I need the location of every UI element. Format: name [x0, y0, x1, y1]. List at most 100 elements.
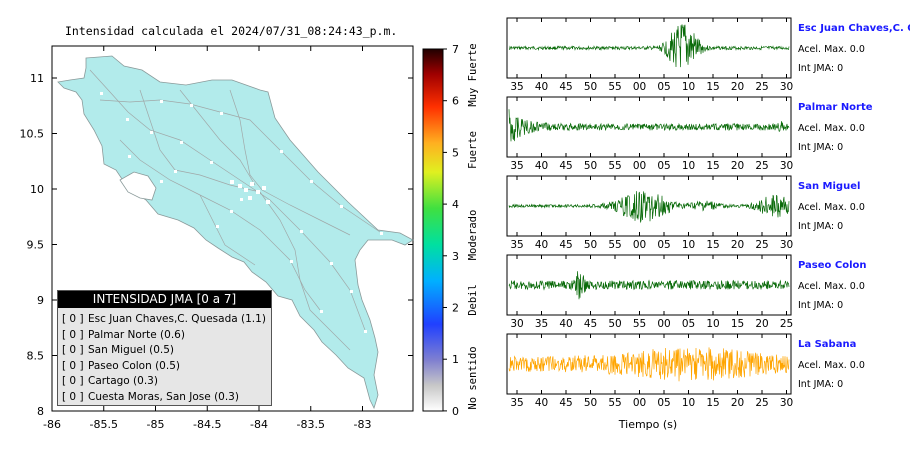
waveform-tick-label: 10 — [682, 160, 695, 172]
colorbar-tick-label: 7 — [452, 43, 459, 56]
map-y-tick-label: 10 — [30, 183, 44, 196]
map-x-tick-label: -86 — [43, 418, 61, 431]
waveform-panel: 35 40 45 50 55 00 05 10 15 20 25 30 — [506, 333, 793, 409]
legend-list: [ 0 ] Esc Juan Chaves,C. Quesada (1.1)[ 0… — [58, 308, 271, 405]
waveform-tick-label: 50 — [584, 160, 597, 172]
map-y-tick-label: 9.5 — [27, 239, 45, 252]
colorbar-level-label: Fuerte — [467, 131, 479, 169]
waveform-frame — [506, 254, 792, 316]
waveform-tick-label: 35 — [510, 239, 523, 251]
waveform-tick-label: 40 — [535, 239, 548, 251]
waveform-tick-label: 20 — [755, 318, 768, 330]
waveform-panels: 35 40 45 50 55 00 05 10 15 20 25 30 35 40 45 50 55 00 05 10… — [506, 17, 793, 409]
waveform-tick-label: 25 — [755, 239, 768, 251]
legend-item: [ 0 ] Cuesta Moras, San Jose (0.3) — [62, 390, 271, 406]
colorbar-tick-label: 4 — [452, 198, 459, 211]
colorbar-level-label: No sentido — [467, 346, 479, 409]
map-y-tick-label: 9 — [37, 294, 44, 307]
waveform-trace — [508, 347, 790, 382]
station-name: San Miguel — [798, 181, 861, 192]
legend-item-index: [ 0 ] — [62, 359, 84, 372]
station-acel-max: Acel. Max. 0.0 — [798, 360, 865, 371]
map-y-axis: 11 10.5 10 9.5 9 8.5 8 — [20, 72, 413, 418]
waveform-tick-label: 05 — [657, 239, 670, 251]
legend-item: [ 0 ] San Miguel (0.5) — [62, 343, 271, 359]
map-x-axis: -86 -85.5 -85 -84.5 -84 -83.5 -83 — [43, 46, 371, 431]
waveform-tick-label: 45 — [559, 81, 572, 93]
nicoya-coast — [119, 171, 157, 201]
station-name: Esc Juan Chaves,C. Qu — [798, 23, 910, 34]
map-x-tick-label: -83.5 — [297, 418, 325, 431]
legend-item-label: Cartago (0.3) — [88, 375, 158, 387]
waveform-tick-label: 45 — [559, 160, 572, 172]
costa-rica-land — [57, 55, 414, 410]
waveform-tick-label: 35 — [510, 81, 523, 93]
waveform-tick-label: 00 — [633, 397, 646, 409]
waveform-tick-label: 00 — [633, 160, 646, 172]
waveform-tick-label: 50 — [584, 81, 597, 93]
map-y-tick-label: 10.5 — [20, 128, 45, 141]
waveform-tick-label: 45 — [559, 397, 572, 409]
legend-item: [ 0 ] Cartago (0.3) — [62, 374, 271, 390]
station-int-jma: Int JMA: 0 — [798, 379, 844, 390]
legend-item-label: Palmar Norte (0.6) — [88, 328, 185, 341]
waveform-tick-label: 00 — [657, 318, 670, 330]
waveform-tick-label: 30 — [780, 397, 793, 409]
map-y-tick-label: 8 — [37, 405, 44, 418]
legend-item-index: [ 0 ] — [62, 313, 84, 325]
waveform-tick-label: 35 — [535, 318, 548, 330]
waveform-tick-label: 55 — [633, 318, 646, 330]
waveform-tick-label: 20 — [731, 397, 744, 409]
waveform-tick-label: 20 — [731, 160, 744, 172]
waveform-tick-label: 05 — [657, 81, 670, 93]
legend-item-index: [ 0 ] — [62, 390, 84, 403]
map-x-tick-label: -84.5 — [193, 418, 221, 431]
waveform-tick-label: 50 — [608, 318, 621, 330]
colorbar-tick-label: 2 — [452, 302, 459, 315]
waveform-trace — [508, 271, 790, 300]
waveform-panel: 35 40 45 50 55 00 05 10 15 20 25 30 — [506, 175, 793, 251]
waveform-tick-label: 05 — [657, 160, 670, 172]
waveform-tick-label: 15 — [731, 318, 744, 330]
waveform-tick-label: 25 — [755, 397, 768, 409]
waveform-tick-label: 10 — [682, 81, 695, 93]
map-y-tick-label: 11 — [30, 72, 44, 85]
station-name: La Sabana — [798, 339, 857, 350]
waveform-tick-label: 55 — [608, 239, 621, 251]
legend-item-label: San Miguel (0.5) — [88, 344, 174, 356]
waveform-tick-label: 25 — [755, 160, 768, 172]
waveform-tick-label: 40 — [535, 81, 548, 93]
waveform-tick-label: 30 — [780, 160, 793, 172]
waveform-tick-label: 40 — [535, 160, 548, 172]
waveform-tick-label: 25 — [755, 81, 768, 93]
station-int-jma: Int JMA: 0 — [798, 300, 844, 311]
legend-item-index: [ 0 ] — [62, 328, 84, 341]
legend-item-label: Cuesta Moras, San Jose (0.3) — [88, 390, 239, 403]
waveform-tick-label: 45 — [584, 318, 597, 330]
legend-item-index: [ 0 ] — [62, 375, 84, 387]
waveform-tick-label: 15 — [706, 81, 719, 93]
station-name: Paseo Colon — [798, 260, 867, 271]
waveform-tick-label: 30 — [780, 239, 793, 251]
map-title: Intensidad calculada el 2024/07/31_08:24… — [65, 24, 397, 38]
legend-item-index: [ 0 ] — [62, 344, 84, 356]
waveform-trace — [508, 191, 790, 224]
station-acel-max: Acel. Max. 0.0 — [798, 281, 865, 292]
colorbar-level-label: Moderado — [467, 210, 479, 261]
station-acel-max: Acel. Max. 0.0 — [798, 44, 865, 55]
waveform-tick-label: 00 — [633, 239, 646, 251]
legend-item: [ 0 ] Paseo Colon (0.5) — [62, 359, 271, 375]
waveform-tick-label: 05 — [682, 318, 695, 330]
waveform-tick-label: 10 — [682, 397, 695, 409]
colorbar-ticks: 7 6 5 4 3 2 1 0 — [443, 43, 459, 418]
waveform-tick-label: 10 — [682, 239, 695, 251]
colorbar-levels: Muy Fuerte Fuerte Moderado Debil No sentido — [467, 43, 479, 409]
waveform-tick-label: 55 — [608, 160, 621, 172]
station-name: Palmar Norte — [798, 102, 873, 113]
waveform-tick-label: 05 — [657, 397, 670, 409]
colorbar-tick-label: 1 — [452, 353, 459, 366]
waveform-trace — [508, 109, 790, 142]
waveform-tick-label: 35 — [510, 397, 523, 409]
station-acel-max: Acel. Max. 0.0 — [798, 123, 865, 134]
